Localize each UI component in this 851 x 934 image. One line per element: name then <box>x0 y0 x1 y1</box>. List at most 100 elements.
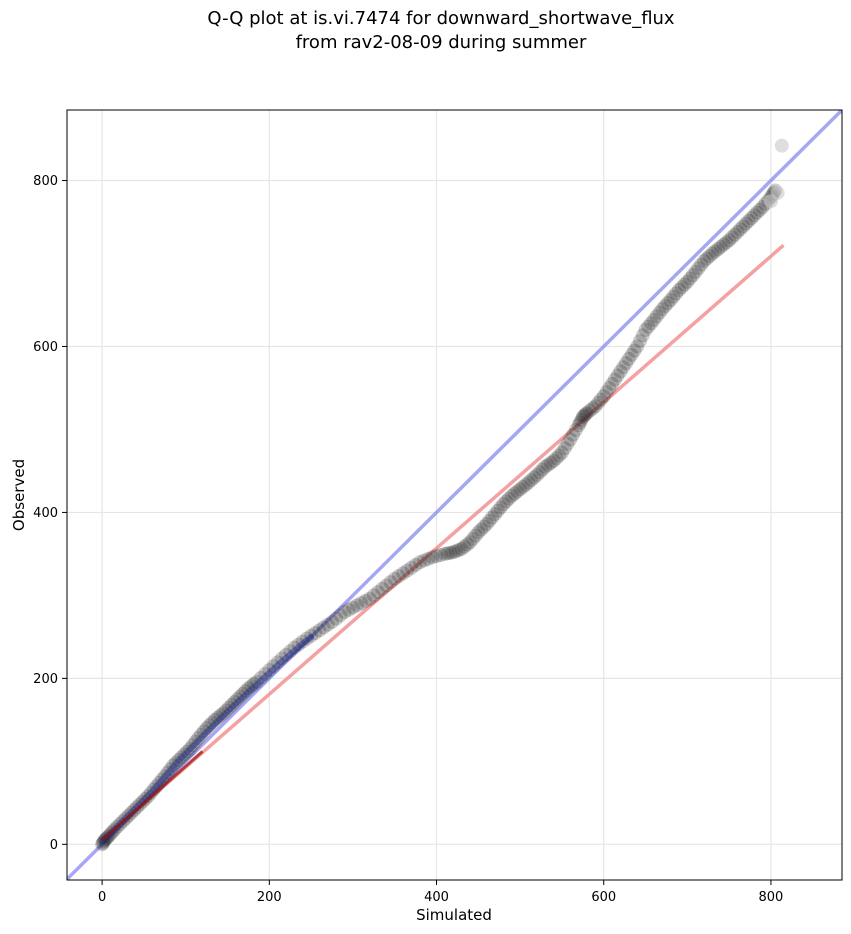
qq-point <box>605 376 620 391</box>
qq-point <box>482 513 497 528</box>
qq-point <box>329 611 344 626</box>
qq-point <box>716 237 731 252</box>
x-axis-ticks: 0 200 400 600 800 <box>98 880 783 905</box>
qq-point <box>577 408 592 423</box>
qq-point <box>671 283 686 298</box>
qq-point <box>366 588 381 603</box>
plot-area-frame <box>66 109 843 881</box>
y-axis-ticks: 0 200 400 600 800 <box>33 174 67 853</box>
qq-point <box>379 578 394 593</box>
qq-point <box>680 274 695 289</box>
qq-point <box>443 545 458 560</box>
qq-point <box>727 227 742 242</box>
qq-point <box>638 322 653 337</box>
y-tick-label: 200 <box>33 672 58 687</box>
qq-point <box>454 541 469 556</box>
qq-point <box>627 343 642 358</box>
qq-point <box>457 539 472 554</box>
qq-point <box>691 261 706 276</box>
qq-point <box>316 620 331 635</box>
chart-title-line2: from rav2-08-09 during summer <box>296 32 587 53</box>
x-tick-label: 400 <box>424 890 449 905</box>
qq-point <box>429 549 444 564</box>
qq-point <box>593 392 608 407</box>
qq-point <box>563 432 578 447</box>
qq-point <box>354 596 369 611</box>
plot-series <box>67 110 842 880</box>
qq-point <box>677 277 692 292</box>
qq-point <box>630 339 645 354</box>
qq-point <box>358 593 373 608</box>
qq-point <box>599 385 614 400</box>
qq-point <box>708 244 723 259</box>
qq-point <box>421 551 436 566</box>
qq-point <box>752 202 767 217</box>
low-fit-segment <box>101 750 204 842</box>
qq-point <box>674 280 689 295</box>
qq-point <box>699 251 714 266</box>
qq-point <box>619 356 634 371</box>
qq-point <box>521 475 536 490</box>
qq-point <box>710 242 725 257</box>
qq-point <box>552 448 567 463</box>
qq-point <box>621 351 636 366</box>
qq-point <box>391 569 406 584</box>
y-tick-label: 400 <box>33 506 58 521</box>
fit-line <box>100 243 785 842</box>
qq-point <box>540 457 555 472</box>
qq-point <box>485 510 500 525</box>
qq-point <box>613 364 628 379</box>
qq-point <box>312 623 327 638</box>
identity-line <box>67 110 842 880</box>
qq-point <box>702 249 717 264</box>
x-tick-label: 600 <box>591 890 616 905</box>
y-tick-label: 800 <box>33 174 58 189</box>
qq-point <box>649 309 664 324</box>
qq-point <box>616 360 631 375</box>
qq-point <box>635 328 650 343</box>
qq-point <box>624 347 639 362</box>
qq-point <box>387 571 402 586</box>
qq-point <box>738 216 753 231</box>
qq-point <box>730 224 745 239</box>
y-tick-label: 0 <box>50 838 58 853</box>
qq-point <box>490 503 505 518</box>
qq-point <box>460 537 475 552</box>
x-axis-label: Simulated <box>416 906 492 924</box>
qq-point <box>568 423 583 438</box>
qq-point <box>663 293 678 308</box>
qq-point <box>451 543 466 558</box>
qq-point <box>660 296 675 311</box>
qq-point <box>493 500 508 515</box>
qq-point <box>669 286 684 301</box>
y-axis-label: Observed <box>10 459 28 531</box>
qq-point <box>554 445 569 460</box>
qq-point <box>350 598 365 613</box>
qq-point <box>446 545 461 560</box>
qq-point <box>468 528 483 543</box>
qq-point <box>337 604 352 619</box>
qq-point <box>437 546 452 561</box>
qq-point <box>515 479 530 494</box>
qq-point <box>404 560 419 575</box>
qq-point <box>538 459 553 474</box>
qq-point <box>474 522 489 537</box>
qq-point <box>658 299 673 314</box>
qq-point <box>396 566 411 581</box>
qq-point <box>383 575 398 590</box>
qq-point <box>501 491 516 506</box>
low-quantile-path <box>99 633 315 845</box>
qq-point <box>566 427 581 442</box>
qq-point <box>582 403 597 418</box>
qq-point <box>733 222 748 237</box>
qq-point <box>488 507 503 522</box>
qq-point <box>362 591 377 606</box>
qq-point <box>641 319 656 334</box>
qq-point <box>507 486 522 501</box>
x-tick-label: 0 <box>98 890 106 905</box>
qq-point <box>573 415 588 430</box>
qq-point <box>471 525 486 540</box>
qq-point <box>736 219 751 234</box>
qq-point <box>585 401 600 416</box>
